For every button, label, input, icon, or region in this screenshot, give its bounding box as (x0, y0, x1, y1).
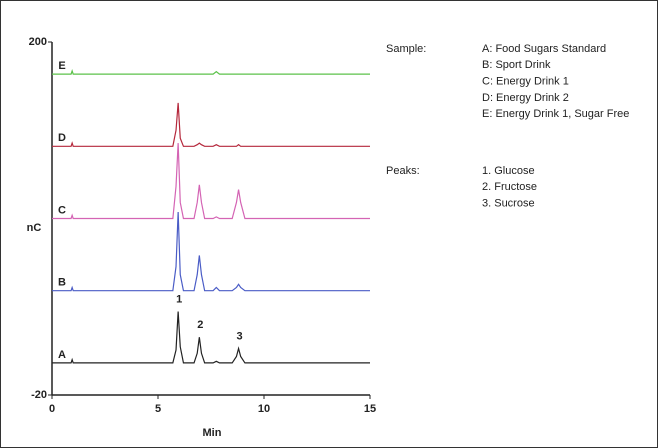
trace-label: C (58, 204, 66, 216)
x-axis-label: Min (203, 427, 222, 439)
trace (52, 102, 370, 147)
trace (52, 143, 370, 220)
trace (52, 212, 370, 292)
peak-item: 1. Glucose (482, 165, 535, 177)
trace-label: E (58, 60, 65, 72)
sample-item: D: Energy Drink 2 (482, 92, 569, 104)
y-tick-label: -20 (31, 389, 47, 401)
sample-item: B: Sport Drink (482, 59, 551, 71)
sample-item: A: Food Sugars Standard (482, 43, 606, 55)
peak-annotation: 1 (176, 293, 182, 305)
peak-item: 2. Fructose (482, 181, 537, 193)
trace-label: D (58, 132, 66, 144)
peak-annotation: 3 (236, 330, 242, 342)
peak-item: 3. Sucrose (482, 198, 535, 210)
sample-item: C: Energy Drink 1 (482, 76, 569, 88)
x-tick-label: 5 (155, 403, 161, 415)
x-tick-label: 10 (258, 403, 270, 415)
x-tick-label: 0 (49, 403, 55, 415)
sample-title: Sample: (386, 43, 426, 55)
x-tick-label: 15 (364, 403, 376, 415)
trace (52, 68, 370, 75)
y-axis-label: nC (27, 222, 42, 234)
trace (52, 311, 370, 364)
trace-label: B (58, 277, 66, 289)
trace-label: A (58, 349, 66, 361)
peak-annotation: 2 (197, 319, 203, 331)
peaks-title: Peaks: (386, 165, 420, 177)
sample-item: E: Energy Drink 1, Sugar Free (482, 108, 629, 120)
y-tick-label: 200 (29, 36, 47, 48)
